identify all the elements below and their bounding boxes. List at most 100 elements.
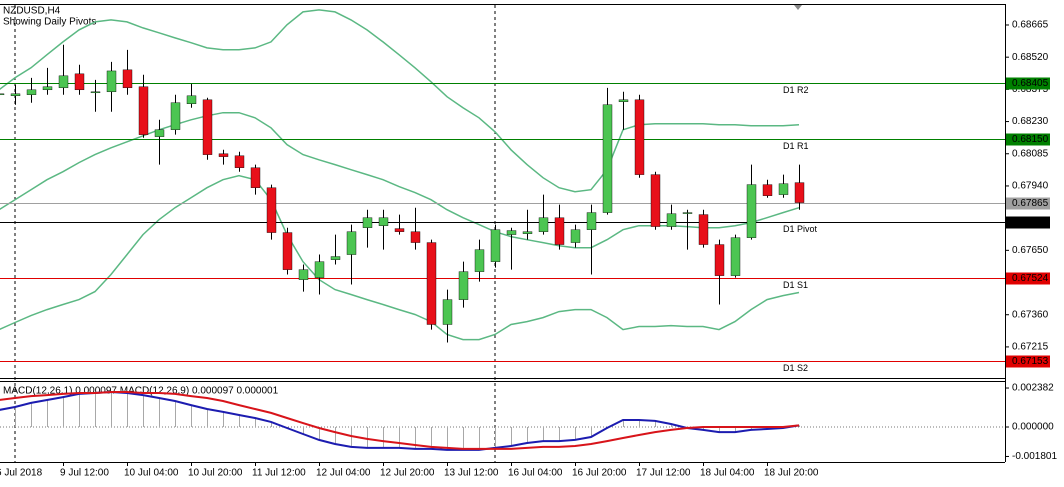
price-label: 0.68150	[1012, 134, 1049, 145]
y-tick-label: 0.000000	[1012, 422, 1054, 433]
candle-body	[714, 244, 725, 276]
x-tick-label: 10 Jul 20:00	[188, 468, 243, 479]
pivot-name: D1 R2	[783, 85, 809, 95]
candle-body	[138, 86, 149, 135]
candle-body	[602, 104, 613, 213]
macd-title: MACD(12,26,1) 0.000097 MACD(12,26,9) 0.0…	[3, 386, 279, 397]
candle-body	[538, 217, 549, 232]
candle-body	[234, 155, 245, 168]
price-label-box	[1006, 216, 1050, 229]
y-tick-label: 0.002382	[1012, 383, 1054, 394]
x-tick-label: 6 Jul 2018	[0, 468, 43, 479]
candle-body	[762, 184, 773, 196]
y-tick-label: 0.67215	[1012, 342, 1049, 353]
candle-body	[362, 217, 373, 228]
x-tick-label: 18 Jul 20:00	[764, 468, 819, 479]
price-label-box	[1006, 77, 1050, 90]
x-tick-label: 18 Jul 04:00	[700, 468, 755, 479]
candle-body	[298, 269, 309, 280]
candle-body	[522, 231, 533, 234]
chart-subtitle: Showing Daily Pivots	[3, 17, 96, 28]
candle-body	[218, 153, 229, 157]
price-label: 0.68405	[1012, 78, 1049, 89]
y-tick-label: 0.67360	[1012, 309, 1049, 320]
y-tick-label: -0.001801	[1012, 451, 1057, 462]
price-label: 0.67779	[1012, 217, 1049, 228]
y-tick-label: 0.68375	[1012, 84, 1049, 95]
candle-body	[442, 299, 453, 325]
x-tick-label: 12 Jul 20:00	[380, 468, 435, 479]
candle-body	[394, 228, 405, 232]
candle-body	[746, 184, 757, 238]
pivot-name: D1 Pivot	[783, 224, 818, 234]
candle-body	[186, 95, 197, 105]
bollinger-band	[0, 174, 800, 341]
pivot-name: D1 R1	[783, 141, 809, 151]
candle-body	[106, 70, 117, 93]
candle-body	[90, 91, 101, 94]
candle-body	[474, 249, 485, 272]
candle-body	[0, 93, 5, 96]
price-label: 0.67865	[1012, 198, 1049, 209]
price-label-box	[1006, 133, 1050, 146]
price-label-box	[1006, 355, 1050, 368]
candle-body	[634, 99, 645, 175]
y-tick-label: 0.67650	[1012, 245, 1049, 256]
y-tick-label: 0.68085	[1012, 148, 1049, 159]
x-tick-label: 13 Jul 12:00	[444, 468, 499, 479]
x-tick-label: 9 Jul 12:00	[60, 468, 109, 479]
x-tick-label: 16 Jul 20:00	[572, 468, 627, 479]
macd-line	[0, 391, 800, 450]
candle-body	[122, 69, 133, 89]
y-tick-label: 0.68230	[1012, 116, 1049, 127]
y-tick-label: 0.68520	[1012, 52, 1049, 63]
candle-body	[650, 174, 661, 227]
x-tick-label: 10 Jul 04:00	[124, 468, 179, 479]
price-label-box	[1006, 272, 1050, 285]
x-tick-label: 11 Jul 12:00	[252, 468, 306, 479]
price-label: 0.67524	[1012, 273, 1049, 284]
candle-body	[778, 183, 789, 195]
bollinger-band	[0, 9, 800, 193]
candle-body	[618, 99, 629, 103]
price-label: 0.67153	[1012, 356, 1049, 367]
candle-body	[794, 182, 805, 203]
x-tick-label: 12 Jul 04:00	[316, 468, 371, 479]
candle-body	[202, 99, 213, 155]
candle-body	[490, 229, 501, 262]
candle-body	[26, 89, 37, 95]
macd-line	[0, 390, 800, 451]
candle-body	[266, 187, 277, 233]
shift-marker	[794, 5, 802, 10]
x-tick-label: 16 Jul 04:00	[508, 468, 563, 479]
candle-body	[346, 231, 357, 255]
candle-body	[426, 242, 437, 325]
candle-body	[378, 217, 389, 226]
candle-body	[282, 232, 293, 270]
candle-body	[10, 93, 21, 97]
candle-body	[314, 261, 325, 278]
candle-body	[586, 212, 597, 230]
candle-body	[506, 230, 517, 235]
chart-title: NZDUSD,H4	[3, 6, 61, 17]
pivot-name: D1 S2	[783, 363, 808, 373]
candle-body	[666, 213, 677, 227]
candle-body	[682, 212, 693, 214]
price-label-box	[1006, 197, 1050, 210]
candle-body	[698, 214, 709, 245]
candle-body	[410, 231, 421, 243]
candle-body	[730, 237, 741, 276]
pivot-name: D1 S1	[783, 280, 808, 290]
candle-body	[42, 86, 53, 91]
candle-body	[154, 129, 165, 137]
candle-body	[74, 73, 85, 91]
y-tick-label: 0.68665	[1012, 20, 1049, 31]
y-tick-label: 0.67940	[1012, 181, 1049, 192]
x-tick-label: 17 Jul 12:00	[636, 468, 691, 479]
candle-body	[58, 75, 69, 89]
candle-body	[458, 271, 469, 300]
candle-body	[554, 217, 565, 245]
candle-body	[250, 167, 261, 188]
